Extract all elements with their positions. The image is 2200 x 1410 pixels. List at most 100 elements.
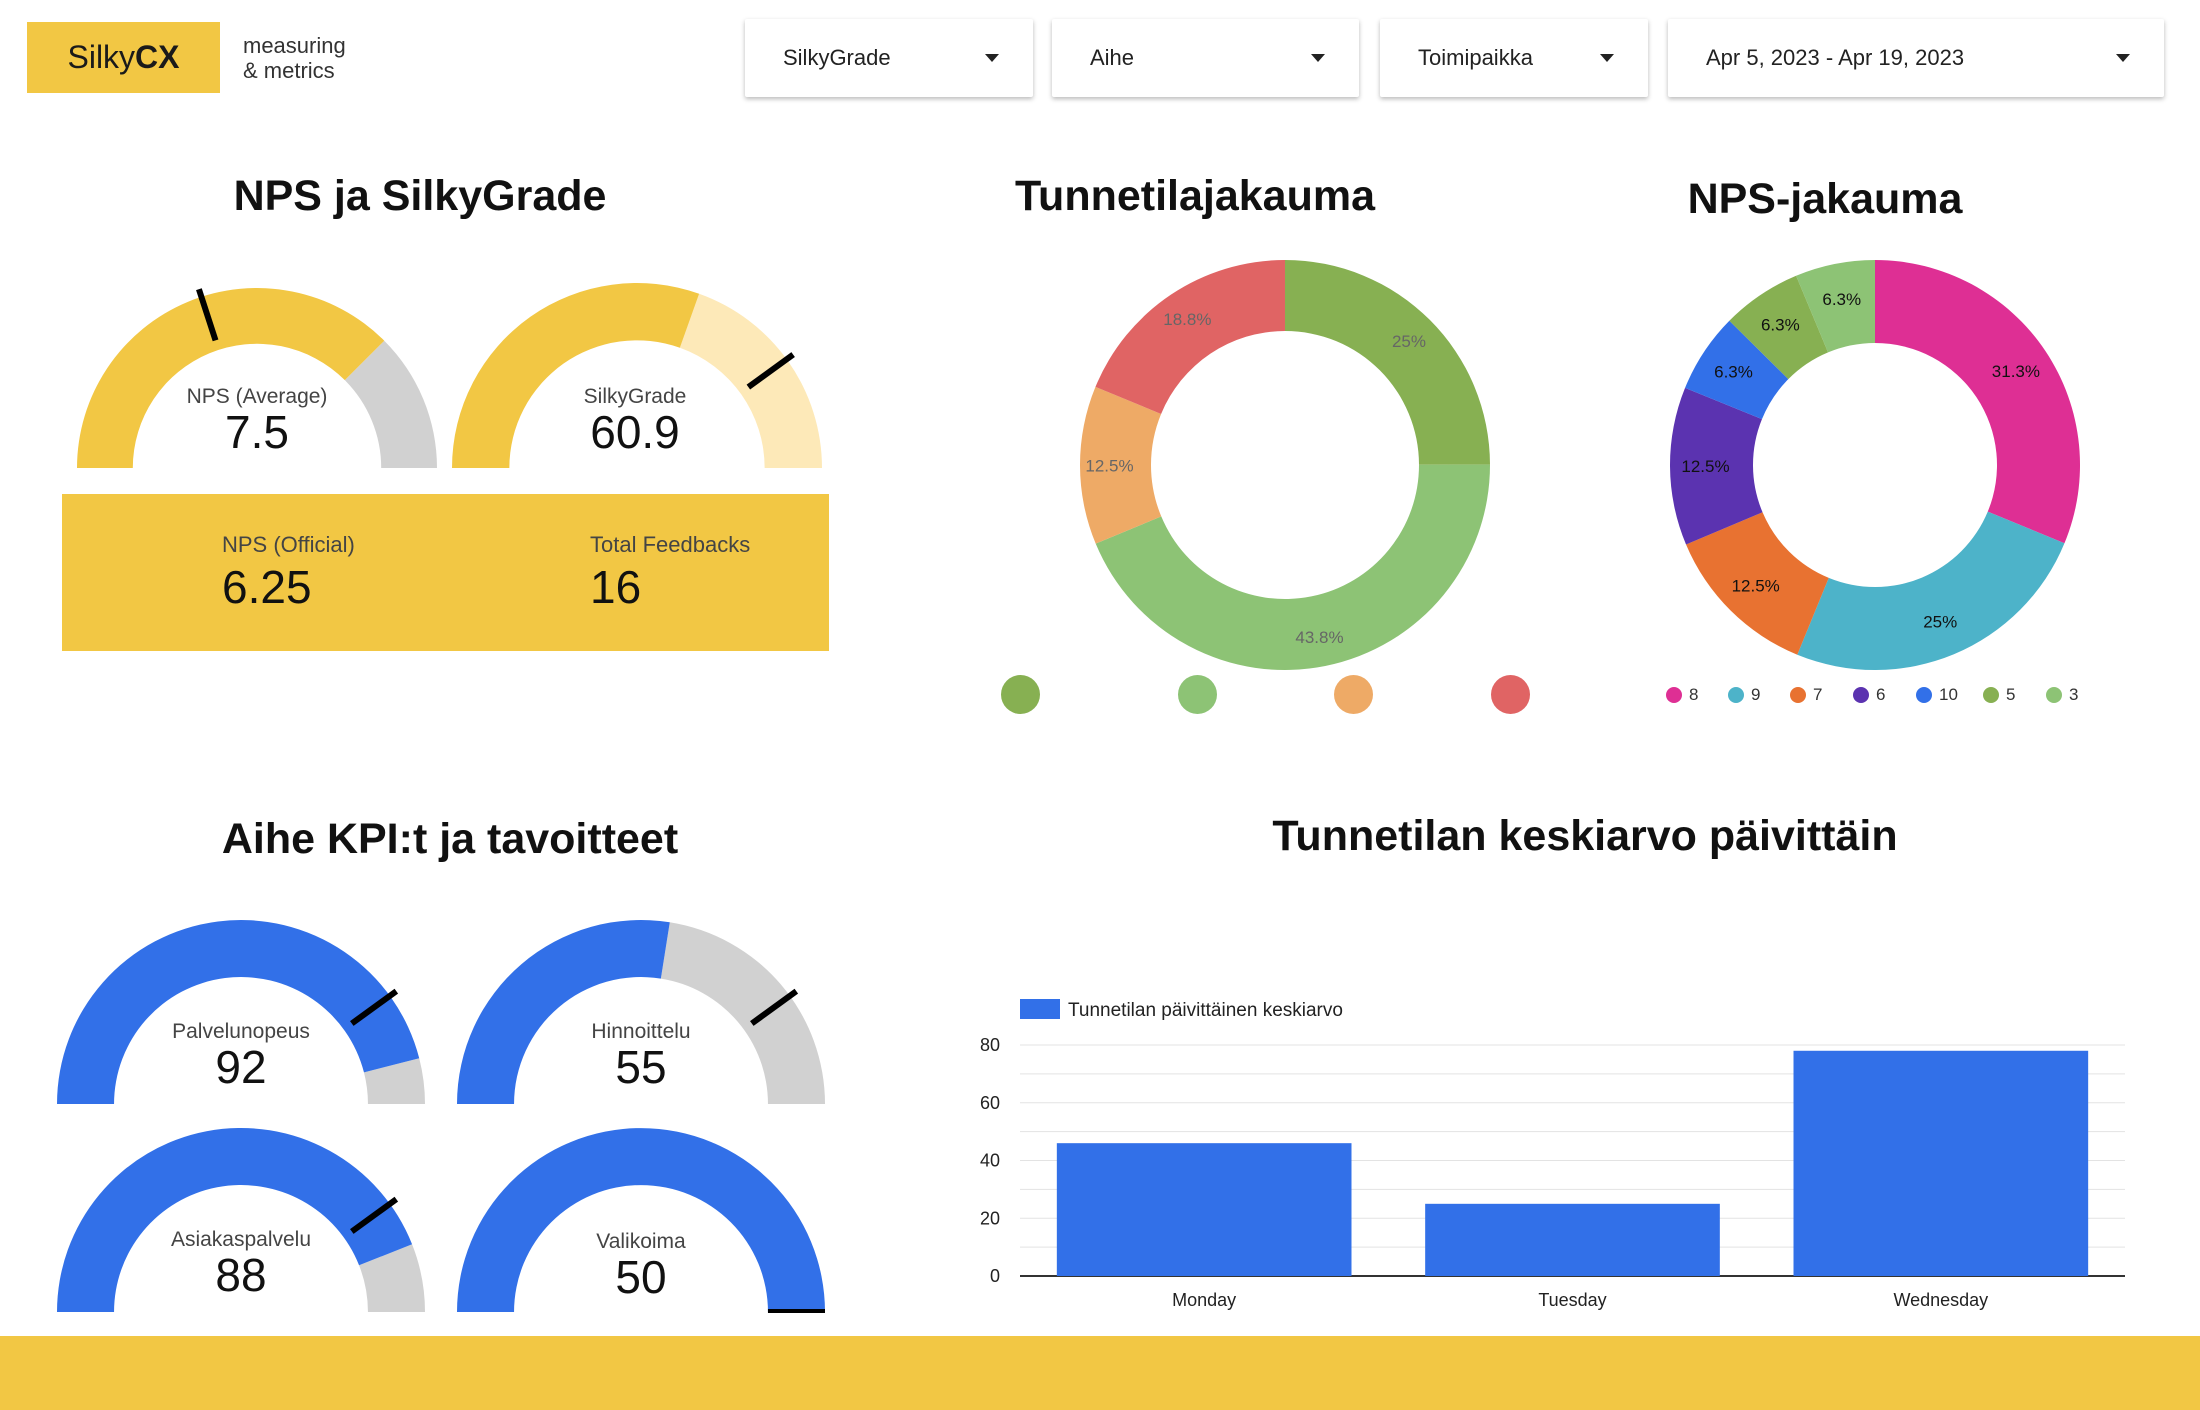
bar[interactable] [1793, 1050, 2089, 1276]
legend-dot[interactable] [1491, 675, 1530, 714]
gauge-remainder [660, 922, 825, 1104]
mood-donut-chart: 25% 43.8% 12.5% 18.8% [1080, 260, 1490, 670]
donut-slice[interactable] [1685, 320, 1789, 420]
brand-logo[interactable]: Silky CX [27, 22, 220, 93]
total-feedbacks-label: Total Feedbacks [590, 532, 751, 557]
brand-name-bold: CX [135, 39, 180, 75]
donut-slice[interactable] [1729, 275, 1829, 380]
bar[interactable] [1425, 1203, 1720, 1276]
silkygrade-value: 60.9 [590, 406, 680, 458]
x-tick-label: Monday [1172, 1290, 1236, 1310]
hinnoittelu-label: Hinnoittelu [591, 1020, 691, 1043]
filter-label: SilkyGrade [783, 45, 891, 70]
legend-dot [1853, 687, 1869, 703]
donut-slice[interactable] [1796, 260, 1875, 353]
legend-item[interactable]: 5 [1983, 685, 2015, 705]
filter-label: Aihe [1090, 45, 1135, 70]
slice-label: 6.3% [1714, 363, 1753, 382]
legend-item[interactable]: 8 [1666, 685, 1698, 705]
y-tick-label: 80 [980, 1035, 1000, 1055]
dropdown-caret-icon [985, 54, 999, 62]
slice-label: 6.3% [1822, 290, 1861, 309]
legend-dot [1666, 687, 1682, 703]
gauge-fill [457, 1128, 825, 1312]
brand-name-light: Silky [67, 39, 136, 75]
slice-label: 6.3% [1761, 315, 1800, 334]
donut-slice[interactable] [1797, 511, 2065, 670]
legend-item[interactable]: 10 [1916, 685, 1958, 705]
silkygrade-gauge [452, 282, 822, 468]
hinnoittelu-gauge [457, 920, 825, 1104]
y-tick-label: 20 [980, 1208, 1000, 1228]
palvelunopeus-label: Palvelunopeus [172, 1020, 310, 1043]
target-marker [350, 1196, 399, 1234]
legend-dot [1790, 687, 1806, 703]
legend-item[interactable]: 9 [1728, 685, 1760, 705]
legend-item[interactable]: 3 [2046, 685, 2078, 705]
legend-label: Tunnetilan päivittäinen keskiarvo [1068, 1000, 1343, 1021]
legend-dot[interactable] [1178, 675, 1217, 714]
slice-label: 25% [1392, 332, 1426, 351]
kpi-section-title: Aihe KPI:t ja tavoitteet [221, 815, 679, 863]
gauge-fill [57, 1128, 413, 1312]
gauge-remainder [363, 1058, 425, 1104]
legend-item[interactable]: 7 [1790, 685, 1822, 705]
filter-label: Apr 5, 2023 - Apr 19, 2023 [1706, 45, 1965, 70]
legend-swatch [1020, 999, 1060, 1019]
hinnoittelu-value: 55 [615, 1041, 667, 1093]
filter-label: Toimipaikka [1418, 45, 1533, 70]
x-tick-label: Tuesday [1538, 1290, 1606, 1310]
asiakaspalvelu-label: Asiakaspalvelu [170, 1228, 312, 1251]
y-tick-label: 60 [980, 1093, 1000, 1113]
bar[interactable] [1056, 1143, 1352, 1276]
nps-official-value: 6.25 [222, 561, 312, 613]
donut-slice[interactable] [1670, 387, 1763, 545]
slice-label: 18.8% [1163, 310, 1211, 329]
silkygrade-label: SilkyGrade [583, 385, 687, 408]
legend-label: 3 [2069, 685, 2079, 704]
slice-label: 31.3% [1992, 362, 2040, 381]
donut-slice[interactable] [1285, 260, 1490, 465]
mood-section-title: Tunnetilajakauma [1014, 172, 1376, 220]
donut-slice[interactable] [1080, 386, 1162, 544]
slice-label: 25% [1923, 612, 1957, 631]
legend-dot[interactable] [1001, 675, 1040, 714]
donut-slice[interactable] [1875, 260, 2080, 544]
filter-aihe[interactable]: Aihe [1052, 19, 1359, 97]
legend-label: 10 [1939, 685, 1958, 704]
asiakaspalvelu-gauge [57, 1128, 425, 1312]
gauge-remainder [344, 340, 437, 468]
gauge-fill [77, 287, 385, 468]
donut-slice[interactable] [1095, 464, 1490, 670]
donut-slice[interactable] [1095, 260, 1285, 414]
valikoima-gauge [457, 1128, 825, 1313]
gauge-remainder [679, 293, 822, 468]
palvelunopeus-gauge [57, 920, 425, 1104]
brand-tagline-line-1: measuring [243, 33, 346, 58]
target-marker [350, 988, 399, 1026]
legend-label: 5 [2006, 685, 2016, 704]
legend-dot[interactable] [1334, 675, 1373, 714]
gauge-remainder [359, 1244, 425, 1312]
legend-label: 6 [1876, 685, 1886, 704]
target-marker [746, 352, 795, 390]
slice-label: 12.5% [1732, 576, 1780, 595]
filter-silkygrade[interactable]: SilkyGrade [745, 19, 1033, 97]
filter-toimipaikka[interactable]: Toimipaikka [1380, 19, 1648, 97]
target-marker [196, 288, 219, 342]
valikoima-value: 50 [615, 1251, 667, 1303]
y-tick-label: 40 [980, 1151, 1000, 1171]
legend-dot [2046, 687, 2062, 703]
brand-tagline-line-2: & metrics [243, 58, 335, 83]
dropdown-caret-icon [1311, 54, 1325, 62]
gauge-fill [452, 282, 700, 468]
slice-label: 12.5% [1085, 456, 1133, 475]
x-tick-label: Wednesday [1893, 1290, 1988, 1310]
legend-dot [1728, 687, 1744, 703]
daily-section-title: Tunnetilan keskiarvo päivittäin [1272, 812, 1898, 860]
brand-tagline: measuring & metrics [243, 33, 346, 83]
legend-item[interactable]: 6 [1853, 685, 1885, 705]
filter-date-range[interactable]: Apr 5, 2023 - Apr 19, 2023 [1668, 19, 2164, 97]
gauge-fill [457, 920, 670, 1104]
donut-slice[interactable] [1686, 512, 1829, 655]
